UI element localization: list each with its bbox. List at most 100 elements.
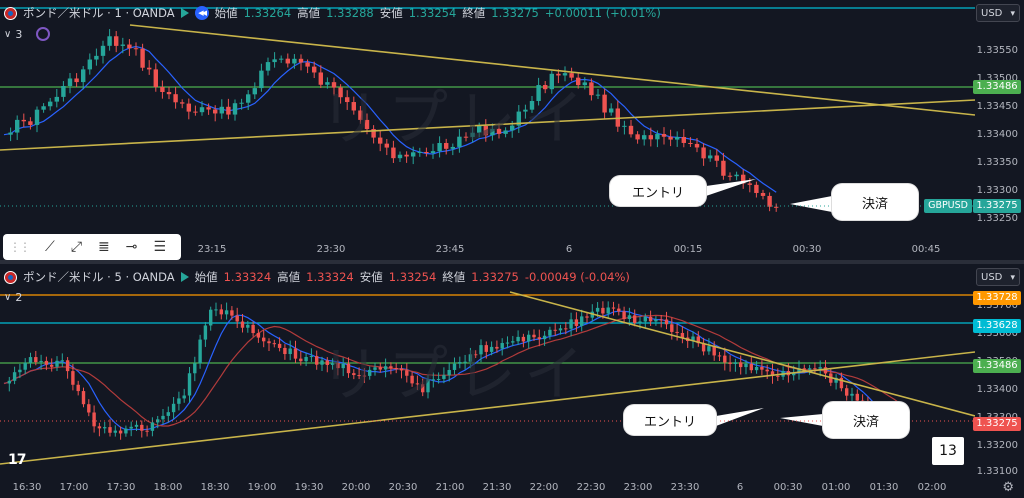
indicator-ring-icon[interactable] (36, 27, 51, 41)
candle-body (415, 383, 420, 385)
candle-body (484, 345, 488, 352)
change-value: +0.00011 (+0.01%) (544, 6, 661, 20)
chart-pane-5min[interactable]: リプレイ ポンド／米ドル · 5 · OANDA 始値 1.33324 高値 1.3… (0, 264, 1024, 497)
chevron-down-icon[interactable]: ∨ (4, 28, 12, 40)
candle-body (298, 58, 304, 63)
candle-body (404, 154, 409, 157)
y-tick: 1.33300 (976, 185, 1018, 196)
tradingview-logo-icon[interactable]: 17 (8, 452, 27, 468)
candle-body (654, 319, 658, 322)
x-tick: 6 (736, 482, 744, 493)
indicator-toggle[interactable]: ∨ 3 (4, 27, 51, 41)
candle-body (315, 356, 319, 365)
time-axis[interactable]: 16:30 17:00 17:30 18:00 18:30 19:00 19:3… (0, 480, 975, 498)
candle-body (214, 309, 218, 311)
candle-body (648, 135, 653, 140)
ray-line-icon[interactable]: ⤢ (70, 239, 83, 255)
currency-select[interactable]: USD (976, 4, 1020, 23)
candle-body (447, 369, 451, 376)
indicator-toggle[interactable]: ∨ 2 (4, 291, 22, 304)
candle-body (860, 400, 865, 403)
chart-canvas-5min[interactable] (0, 264, 975, 478)
candle-body (765, 369, 769, 372)
candle-body (527, 334, 531, 342)
price-tag-current: 1.33275 (973, 417, 1021, 431)
candle-body (182, 395, 186, 399)
chevron-down-icon[interactable]: ∨ (4, 292, 12, 303)
gbp-flag-icon (4, 6, 17, 20)
candle-body (479, 345, 483, 355)
candle-body (470, 132, 475, 137)
price-axis[interactable]: 1.33550 1.33500 1.33450 1.33400 1.33350 … (970, 0, 1024, 240)
trend-line (509, 291, 975, 417)
price-tag-cyan-level: 1.33628 (973, 319, 1021, 333)
exit-callout: 決済 (832, 184, 918, 220)
candle-body (421, 384, 425, 393)
symbol-title[interactable]: ポンド／米ドル · 1 · OANDA (23, 6, 175, 20)
pane-separator[interactable] (0, 260, 1024, 264)
candle-body (166, 412, 170, 416)
candle-body (770, 371, 775, 376)
candle-body (523, 109, 528, 112)
candle-body (67, 78, 73, 87)
candle-body (129, 426, 133, 429)
candle-body (399, 368, 404, 371)
candle-body (747, 183, 752, 185)
gear-icon[interactable]: ⚙ (1002, 480, 1014, 495)
y-tick: 1.33600 (976, 328, 1018, 339)
candle-body (177, 398, 181, 404)
candle-body (558, 328, 563, 331)
candle-body (140, 48, 145, 68)
candle-body (240, 321, 245, 328)
horizontal-ray-icon[interactable]: ⊸ (125, 239, 138, 255)
candle-body (490, 128, 495, 136)
trend-line-icon[interactable]: ⟋ (45, 239, 55, 255)
x-tick: 16:30 (12, 482, 42, 493)
candle-body (48, 101, 53, 107)
play-icon[interactable] (180, 272, 189, 282)
symbol-title[interactable]: ポンド／米ドル · 5 · OANDA (23, 270, 175, 284)
low-value: 1.33254 (408, 6, 457, 20)
candle-body (160, 87, 165, 92)
candle-body (701, 343, 706, 352)
candle-body (283, 347, 287, 355)
candle-body (103, 427, 107, 429)
candle-body (325, 360, 329, 365)
candle-body (521, 336, 526, 342)
x-tick: 23:45 (435, 244, 465, 255)
drawing-toolbar[interactable]: ⋮⋮ ⟋ ⤢ ≣ ⊸ ☰ (3, 234, 181, 260)
candle-body (659, 319, 663, 321)
parallel-channel-icon[interactable]: ☰ (153, 239, 167, 255)
x-tick: 23:30 (316, 244, 346, 255)
candle-body (198, 339, 202, 364)
candle-body (44, 360, 49, 365)
candle-body (774, 206, 779, 208)
x-tick: 18:00 (153, 482, 183, 493)
fib-icon[interactable]: ≣ (98, 239, 110, 255)
candle-body (373, 367, 377, 370)
candle-body (336, 362, 340, 369)
play-icon[interactable] (180, 8, 189, 18)
candle-body (368, 369, 372, 376)
candle-body (855, 393, 859, 401)
candle-body (802, 368, 806, 370)
candle-body (556, 73, 561, 76)
drag-handle-icon[interactable]: ⋮⋮ (9, 240, 31, 254)
time-axis[interactable]: 23:15 23:30 23:45 6 00:15 00:30 00:45 (0, 242, 975, 260)
candle-body (203, 325, 208, 340)
candle-body (601, 307, 605, 314)
replay-icon[interactable]: ◀◀ (194, 6, 209, 20)
candle-body (754, 366, 759, 371)
candle-body (442, 375, 446, 379)
candle-body (532, 334, 536, 338)
candle-body (617, 308, 621, 312)
candle-body (569, 319, 573, 329)
x-tick: 23:15 (197, 244, 227, 255)
currency-select[interactable]: USD (976, 268, 1020, 287)
chart-pane-1min[interactable]: リプレイ ポンド／米ドル · 1 · OANDA ◀◀ 始値 1.33264 高値… (0, 0, 1024, 260)
candle-body (776, 375, 780, 377)
candle-body (325, 82, 330, 85)
change-value: -0.00049 (-0.04%) (524, 270, 630, 284)
chart-canvas-1min[interactable] (0, 0, 975, 240)
candle-body (609, 108, 614, 113)
